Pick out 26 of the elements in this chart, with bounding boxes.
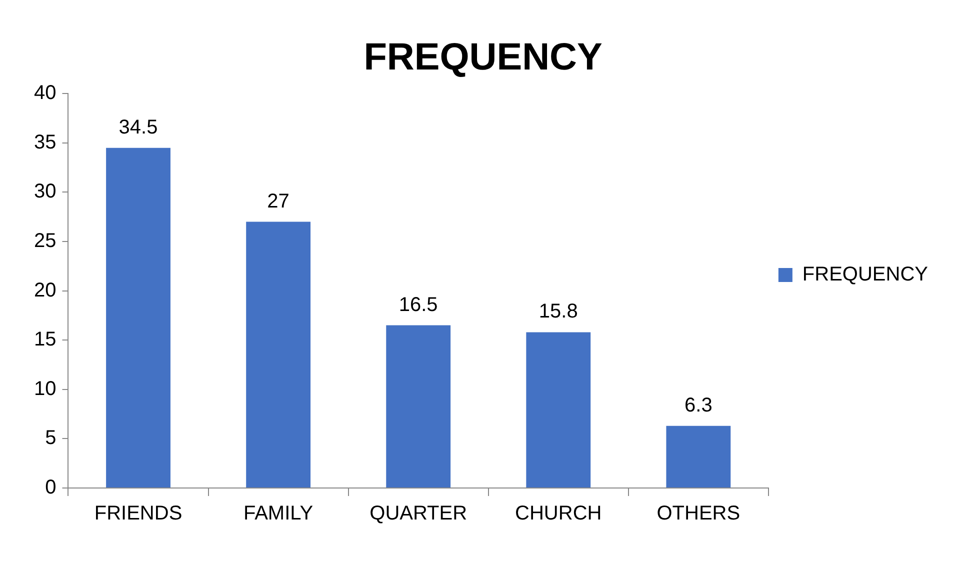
x-tick-label: OTHERS: [656, 502, 740, 525]
y-tick-label: 20: [34, 279, 56, 302]
bar: [106, 148, 170, 488]
data-label: 15.8: [538, 300, 578, 323]
y-tick-label: 40: [34, 82, 56, 104]
bar: [666, 426, 731, 488]
x-tick-label: FRIENDS: [94, 502, 182, 525]
y-tick-label: 5: [45, 427, 56, 450]
x-tick-label: QUARTER: [370, 502, 468, 525]
x-tick-label: FAMILY: [243, 502, 314, 525]
bar: [386, 325, 451, 488]
data-label: 34.5: [118, 116, 158, 138]
bar: [526, 332, 591, 488]
y-tick-label: 15: [34, 328, 56, 351]
y-tick-label: 25: [34, 230, 56, 252]
y-tick-label: 30: [34, 180, 56, 203]
data-label: 16.5: [398, 294, 438, 316]
y-tick-label: 0: [45, 476, 56, 499]
legend-label: FREQUENCY: [802, 264, 928, 286]
data-label: 6.3: [684, 394, 712, 416]
data-label: 27: [267, 190, 290, 212]
chart-title: FREQUENCY: [364, 36, 602, 78]
bar: [246, 222, 311, 488]
x-tick-label: CHURCH: [515, 502, 602, 525]
y-tick-label: 10: [34, 378, 56, 400]
y-tick-label: 35: [34, 131, 56, 154]
